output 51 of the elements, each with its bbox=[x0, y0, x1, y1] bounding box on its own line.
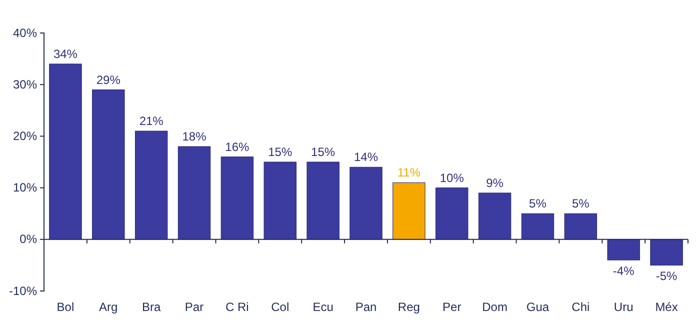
y-tick-label: 40% bbox=[12, 26, 38, 40]
data-label: 9% bbox=[486, 176, 504, 190]
x-tick-label: Pan bbox=[355, 300, 377, 314]
x-tick-label: Méx bbox=[655, 300, 678, 314]
x-tick-label: Bra bbox=[142, 300, 161, 314]
bar bbox=[49, 64, 82, 240]
data-label: 16% bbox=[225, 140, 250, 154]
data-label: 18% bbox=[182, 130, 207, 144]
x-tick-label: Ecu bbox=[312, 300, 334, 314]
y-tick-label: 20% bbox=[12, 129, 38, 144]
bar bbox=[134, 130, 168, 240]
y-tick-label: 30% bbox=[12, 77, 38, 92]
x-tick-label: Dom bbox=[482, 300, 508, 314]
data-label: 14% bbox=[354, 150, 378, 164]
data-label: 11% bbox=[397, 166, 421, 180]
y-tick-label: 10% bbox=[12, 180, 38, 195]
bar bbox=[264, 162, 296, 240]
data-label: -4% bbox=[612, 264, 635, 278]
x-tick-label: Arg bbox=[99, 300, 118, 314]
x-tick-label: Par bbox=[184, 300, 204, 314]
y-tick-label: -10% bbox=[8, 284, 38, 298]
data-label: 15% bbox=[268, 145, 292, 159]
x-tick-label: Gua bbox=[526, 300, 550, 314]
x-tick-label: Col bbox=[271, 300, 290, 314]
bar bbox=[650, 239, 683, 266]
x-tick-label: Chi bbox=[572, 300, 590, 314]
data-label: 5% bbox=[529, 196, 547, 211]
bar bbox=[350, 166, 382, 240]
data-label: 21% bbox=[139, 114, 164, 128]
x-tick-label: Uru bbox=[614, 300, 634, 314]
x-tick-label: Reg bbox=[398, 300, 420, 314]
bar bbox=[220, 156, 254, 240]
bar bbox=[392, 182, 426, 240]
data-label: -5% bbox=[656, 269, 678, 284]
bar bbox=[478, 192, 512, 240]
data-label: 10% bbox=[440, 170, 464, 185]
bar bbox=[92, 90, 125, 240]
x-tick-label: Per bbox=[442, 300, 462, 314]
data-label: 5% bbox=[572, 196, 590, 211]
bar bbox=[178, 146, 211, 240]
data-label: 15% bbox=[311, 145, 336, 159]
data-label: 34% bbox=[53, 46, 78, 61]
data-label: 29% bbox=[96, 72, 121, 87]
bar bbox=[564, 213, 598, 240]
bar bbox=[521, 213, 554, 240]
bar bbox=[607, 239, 640, 260]
x-tick-label: Bol bbox=[56, 300, 74, 314]
x-tick-label: C Ri bbox=[226, 300, 249, 314]
y-tick-label: 0% bbox=[20, 232, 38, 246]
bar bbox=[306, 162, 340, 240]
bar bbox=[436, 188, 468, 240]
